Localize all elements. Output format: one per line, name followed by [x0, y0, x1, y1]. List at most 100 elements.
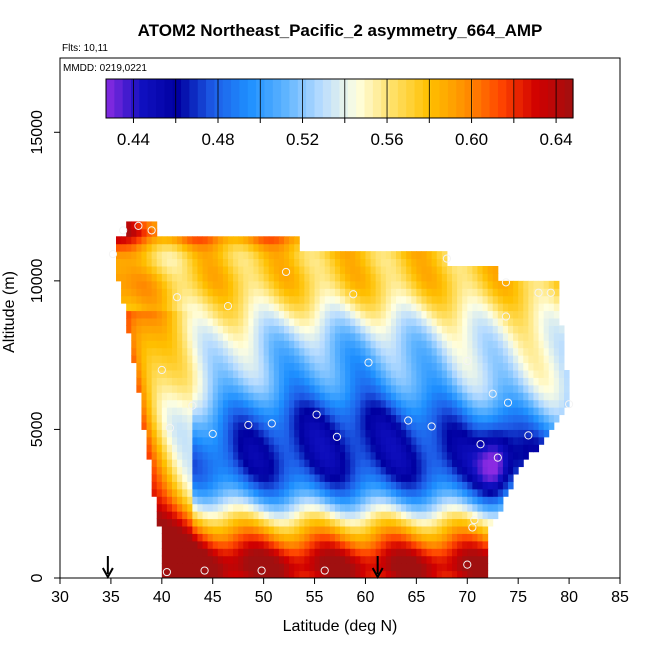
heatmap-cell — [523, 392, 529, 401]
observation-point — [162, 567, 172, 577]
heatmap-cell — [273, 526, 280, 534]
heatmap-cell — [477, 555, 484, 564]
heatmap-cell — [243, 570, 249, 578]
heatmap-cell — [136, 280, 142, 289]
heatmap-cell — [518, 429, 524, 438]
x-axis-label: Latitude (deg N) — [283, 618, 398, 635]
heatmap-cell — [431, 384, 438, 393]
heatmap-cell — [472, 399, 478, 408]
heatmap-cell — [401, 511, 407, 520]
heatmap-cell — [360, 318, 366, 326]
heatmap-cell — [182, 451, 188, 460]
x-tick-label: 85 — [611, 589, 629, 606]
heatmap-cell — [289, 407, 295, 416]
heatmap-cell — [334, 362, 341, 371]
heatmap-cell — [375, 303, 382, 312]
heatmap-cell — [126, 303, 132, 312]
heatmap-cell — [518, 303, 524, 312]
heatmap-cell — [278, 518, 285, 527]
heatmap-cell — [289, 303, 295, 312]
heatmap-cell — [431, 258, 438, 267]
heatmap-cell — [385, 563, 392, 572]
heatmap-cell — [492, 355, 499, 364]
heatmap-cell — [289, 540, 295, 549]
heatmap-cell — [375, 481, 382, 490]
heatmap-cell — [217, 392, 224, 401]
heatmap-cell — [360, 377, 366, 386]
heatmap-cell — [273, 392, 280, 401]
observation-point — [476, 440, 485, 449]
heatmap-cell — [497, 362, 504, 371]
heatmap-cell — [222, 288, 229, 297]
observation-point — [427, 422, 436, 431]
heatmap-cell — [324, 362, 331, 371]
heatmap-cell — [258, 384, 265, 393]
heatmap-cell — [324, 518, 331, 527]
heatmap-cell — [243, 310, 249, 319]
observation-point — [257, 566, 266, 575]
heatmap-cell — [462, 444, 468, 453]
heatmap-cell — [528, 340, 534, 349]
heatmap-cell — [370, 407, 377, 416]
heatmap-cell — [187, 399, 193, 408]
heatmap-cell — [487, 303, 494, 312]
heatmap-cell — [431, 444, 438, 453]
heatmap-cell — [513, 310, 519, 319]
heatmap-cell — [406, 355, 412, 364]
heatmap-cell — [477, 533, 484, 542]
heatmap-cell — [523, 332, 529, 341]
dates-label: MMDD: 0219,0221 — [63, 63, 147, 74]
heatmap-cell — [467, 392, 473, 401]
heatmap-cell — [243, 399, 249, 408]
heatmap-cell — [202, 273, 209, 282]
heatmap-cell — [289, 288, 295, 297]
heatmap-cell — [375, 370, 382, 378]
heatmap-cell — [233, 548, 239, 557]
heatmap-cell — [441, 384, 448, 393]
colorbar-cell — [522, 79, 532, 118]
heatmap-cell — [258, 540, 265, 549]
heatmap-cell — [355, 496, 361, 505]
heatmap-cell — [192, 540, 198, 549]
heatmap-cell — [172, 429, 178, 438]
heatmap-cell — [487, 422, 494, 430]
heatmap-cell — [533, 422, 540, 430]
heatmap-cell — [340, 533, 346, 542]
heatmap-cell — [345, 392, 351, 401]
heatmap-cell — [172, 481, 178, 490]
heatmap-cell — [431, 414, 438, 423]
heatmap-cell — [533, 444, 540, 453]
heatmap-cell — [182, 325, 188, 334]
heatmap-cell — [467, 303, 473, 312]
heatmap-cell — [273, 251, 280, 260]
heatmap-cell — [222, 399, 229, 408]
heatmap-cell — [253, 503, 260, 512]
heatmap-cell — [543, 370, 550, 378]
heatmap-cell — [243, 429, 249, 438]
heatmap-cell — [380, 280, 387, 289]
heatmap-cell — [278, 266, 285, 274]
heatmap-cell — [273, 548, 280, 557]
heatmap-cell — [396, 258, 402, 267]
heatmap-cell — [350, 548, 356, 557]
heatmap-cell — [212, 370, 219, 378]
heatmap-cell — [253, 295, 260, 304]
heatmap-cell — [197, 258, 204, 267]
heatmap-cell — [268, 362, 275, 371]
heatmap-cell — [421, 533, 428, 542]
heatmap-cell — [401, 266, 407, 274]
heatmap-cell — [487, 474, 494, 482]
heatmap-cell — [253, 303, 260, 312]
heatmap-cell — [289, 399, 295, 408]
heatmap-cell — [228, 444, 234, 453]
heatmap-cell — [182, 377, 188, 386]
heatmap-cell — [508, 355, 514, 364]
heatmap-cell — [263, 407, 270, 416]
heatmap-cell — [380, 303, 387, 312]
heatmap-cell — [497, 384, 504, 393]
heatmap-cell — [401, 325, 407, 334]
heatmap-cell — [345, 399, 351, 408]
heatmap-cell — [446, 332, 453, 341]
heatmap-cell — [319, 407, 326, 416]
heatmap-cell — [360, 451, 366, 460]
